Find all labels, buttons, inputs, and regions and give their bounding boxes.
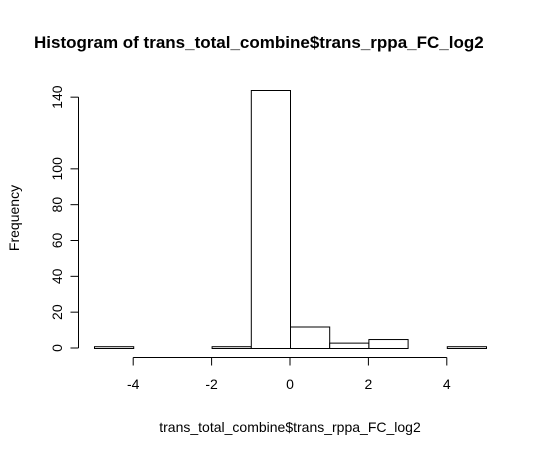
x-tick-label: 0 [286,376,294,392]
y-axis-label: Frequency [6,185,22,251]
x-tick-label: 4 [443,376,451,392]
x-tick-label: 2 [365,376,373,392]
histogram-bar-4 [250,90,292,349]
histogram-bar-3 [211,346,252,350]
y-tick-label: 60 [49,233,65,249]
y-tick-label: 80 [49,197,65,213]
x-axis: -4 -2 0 2 4 [127,357,451,392]
histogram-bars [94,90,487,350]
histogram-bar-7 [368,339,409,349]
x-tick-label: -2 [205,376,218,392]
y-tick-label: 140 [49,85,65,109]
histogram-bar-5 [290,326,331,349]
y-axis: 0 20 40 60 80 100 140 [49,85,79,352]
y-tick-label: 20 [49,304,65,320]
histogram-bar-9 [446,346,487,350]
x-axis-label: trans_total_combine$trans_rppa_FC_log2 [159,419,421,435]
histogram-bar-0 [94,346,135,350]
y-tick-label: 0 [49,344,65,352]
chart-title: Histogram of trans_total_combine$trans_r… [34,33,484,52]
x-tick-label: -4 [127,376,140,392]
y-tick-label: 100 [49,157,65,181]
histogram-bar-6 [329,342,370,349]
y-tick-label: 40 [49,268,65,284]
